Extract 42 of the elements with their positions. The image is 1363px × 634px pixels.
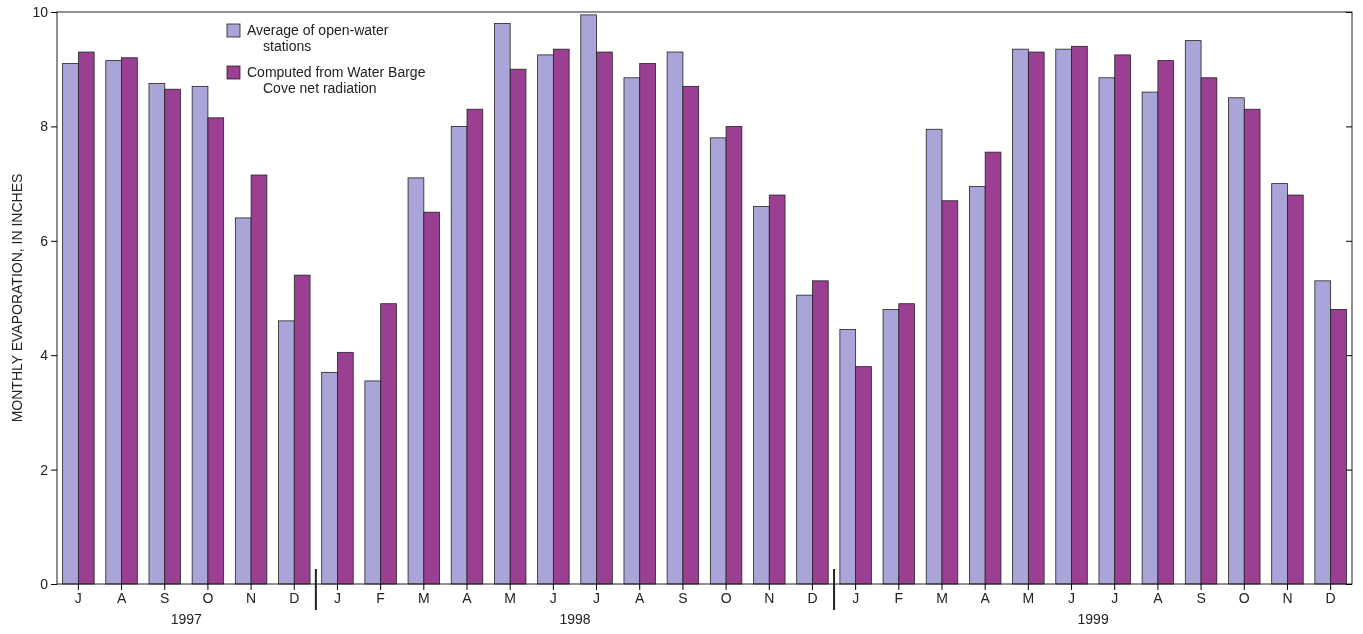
x-tick-label: O bbox=[1238, 589, 1250, 606]
x-tick-label: A bbox=[1153, 589, 1164, 606]
x-tick-label: J bbox=[333, 589, 341, 606]
text: 1997 bbox=[170, 611, 203, 627]
x-tick-label: A bbox=[980, 589, 991, 606]
x-tick-label: S bbox=[678, 589, 688, 606]
x-tick-label: S bbox=[1196, 589, 1206, 606]
x-tick-label: A bbox=[635, 589, 646, 606]
y-tick-label: 0 bbox=[40, 575, 49, 592]
x-tick-label: M bbox=[417, 589, 430, 606]
x-tick-label: J bbox=[1068, 589, 1076, 606]
y-tick-label: 10 bbox=[32, 3, 49, 20]
x-tick-label: J bbox=[593, 589, 601, 606]
x-tick-label: N bbox=[1282, 589, 1293, 606]
x-tick-label: O bbox=[202, 589, 214, 606]
x-tick-label: J bbox=[1111, 589, 1119, 606]
x-tick-label: S bbox=[160, 589, 170, 606]
x-tick-label: N bbox=[246, 589, 257, 606]
x-tick-label: D bbox=[1325, 589, 1336, 606]
x-tick-label: A bbox=[116, 589, 127, 606]
legend-label: Average of open-water stations bbox=[247, 22, 389, 54]
y-tick-label: 4 bbox=[40, 347, 49, 364]
y-axis-title: MONTHLY EVAPORATION, IN INCHES bbox=[9, 173, 25, 423]
y-tick-label: 6 bbox=[40, 232, 49, 249]
x-tick-label: D bbox=[289, 589, 300, 606]
x-tick-label: J bbox=[852, 589, 860, 606]
x-tick-label: J bbox=[74, 589, 82, 606]
y-tick-label: 2 bbox=[40, 461, 49, 478]
x-tick-label: F bbox=[376, 589, 385, 606]
text: 1999 bbox=[1077, 611, 1109, 627]
x-tick-label: M bbox=[1022, 589, 1035, 606]
y-tick-label: 8 bbox=[40, 118, 49, 135]
x-tick-label: J bbox=[549, 589, 557, 606]
legend-label: Computed from Water Barge Cove net radiation bbox=[247, 64, 426, 96]
x-tick-label: O bbox=[720, 589, 732, 606]
x-tick-label: M bbox=[504, 589, 517, 606]
x-tick-label: A bbox=[462, 589, 473, 606]
x-tick-label: D bbox=[807, 589, 818, 606]
x-tick-label: N bbox=[764, 589, 775, 606]
x-tick-label: M bbox=[936, 589, 948, 606]
text: 1998 bbox=[559, 611, 591, 627]
x-tick-label: F bbox=[894, 589, 904, 606]
